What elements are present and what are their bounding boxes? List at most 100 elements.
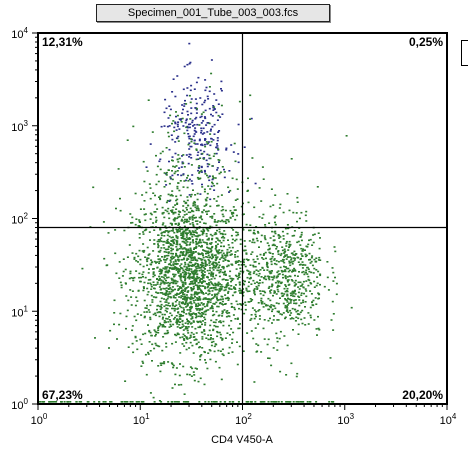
event-dot [223,176,226,179]
event-dot [192,251,195,253]
event-dot [204,241,207,244]
quadrant-label-upper-left: 12,31% [42,35,83,49]
event-dot [193,339,196,341]
event-dot [182,154,185,156]
event-dot [156,311,159,314]
event-dot [156,281,159,284]
event-dot [237,161,240,164]
event-dot [210,282,213,285]
event-dot [207,98,210,100]
event-dot [213,152,216,155]
event-dot [270,188,273,190]
event-dot [198,245,201,247]
event-dot [138,233,141,235]
event-dot [272,347,275,349]
event-dot [116,338,118,340]
event-dot [260,240,262,243]
event-dot [216,137,219,139]
event-dot [168,263,171,265]
event-dot [189,118,192,120]
event-dot [287,267,290,270]
event-dot [301,271,304,274]
event-dot [291,293,294,295]
event-dot [204,298,207,300]
event-dot [202,127,205,130]
event-dot [167,254,170,257]
event-dot [147,324,149,326]
event-dot [329,357,332,359]
event-dot [176,285,179,287]
event-dot [223,245,225,248]
event-dot [199,377,202,380]
event-dot [283,256,286,258]
event-dot [296,201,299,203]
event-dot [216,335,219,338]
event-dot [317,232,320,234]
event-dot [183,276,186,278]
event-dot [204,99,207,102]
event-dot [267,401,270,403]
event-dot [171,224,173,226]
event-dot [195,297,198,299]
event-dot [146,293,149,296]
event-dot [264,275,267,278]
event-dot [242,213,245,215]
event-dot [143,299,146,302]
event-dot [332,280,335,282]
event-dot [262,258,265,260]
event-dot [225,219,228,221]
event-dot [152,222,155,224]
event-dot [136,300,139,302]
event-dot [306,273,309,275]
event-dot [187,290,190,292]
event-dot [267,287,270,289]
event-dot [235,178,238,181]
event-dot [292,254,295,256]
event-dot [303,292,305,295]
event-dot [105,264,108,267]
event-dot [211,294,214,296]
event-dot [149,187,152,189]
event-dot [175,137,178,139]
event-dot [176,174,179,176]
event-dot [207,230,210,232]
event-dot [180,121,183,123]
event-dot [152,284,155,286]
event-dot [209,338,212,341]
event-dot [158,400,161,402]
event-dot [332,271,335,274]
event-dot [189,301,192,303]
event-dot [246,190,249,192]
event-dot [334,250,337,253]
event-dot [138,220,141,223]
event-dot [199,299,202,301]
event-dot [175,321,178,324]
event-dot [142,286,145,288]
event-dot [187,263,190,266]
event-dot [210,140,213,143]
event-dot [195,291,198,293]
event-dot [192,336,195,338]
event-dot [149,278,152,281]
event-dot [171,239,174,241]
event-dot [183,290,186,292]
event-dot [298,304,301,307]
event-dot [277,319,280,321]
event-dot [212,256,215,259]
event-dot [126,256,129,258]
event-dot [188,320,191,323]
event-dot [142,160,145,163]
event-dot [170,277,173,280]
event-dot [158,305,161,308]
event-dot [159,370,162,373]
event-dot [208,269,211,272]
event-dot [193,278,196,280]
event-dot [269,258,272,260]
event-dot [188,276,191,279]
event-dot [194,206,197,208]
x-tick-label: 104 [440,412,457,427]
event-dot [248,229,250,232]
event-dot [172,230,174,232]
event-dot [185,299,188,301]
event-dot [289,401,291,403]
